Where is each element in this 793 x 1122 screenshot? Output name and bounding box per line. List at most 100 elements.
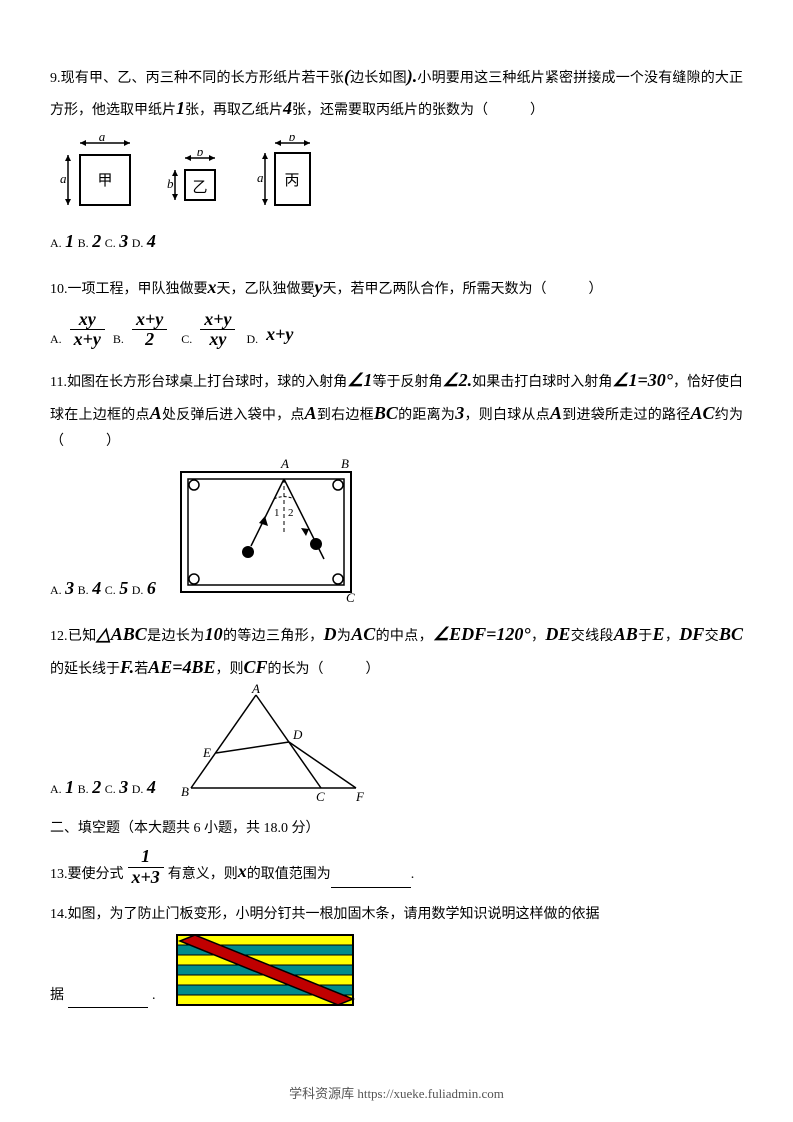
q9-optB: 2 <box>92 231 101 251</box>
q11-text: 11.如图在长方形台球桌上打台球时，球的入射角∠1等于反射角∠2.如果击打白球时… <box>50 364 743 454</box>
q12-AB: AB <box>614 624 638 644</box>
q10-optA-label: A. <box>50 329 62 351</box>
q11-optD: 6 <box>147 578 156 598</box>
q12-mid11: 若 <box>134 662 148 677</box>
q10-optD: x+y <box>266 318 293 350</box>
q9-box-bing: b a 丙 <box>250 135 325 215</box>
q14-diagram <box>175 933 355 1008</box>
q12-mid3: 为 <box>336 629 351 644</box>
q9-optB-label: B. <box>78 236 89 250</box>
q12-mid9: 交 <box>704 629 719 644</box>
question-13: 13.要使分式 1x+3 有意义，则x的取值范围为. <box>50 847 743 888</box>
q9-bing: 丙 <box>284 173 299 189</box>
q10-optC-label: C. <box>175 329 192 351</box>
q12-diagram: A B C D E F <box>161 683 371 803</box>
q12-tri: △ABC <box>97 624 147 644</box>
q9-options: A. 1 B. 2 C. 3 D. 4 <box>50 225 743 257</box>
q9-b-left: b <box>167 176 174 191</box>
q9-a-left2: a <box>257 170 264 185</box>
q14-blank <box>68 994 148 1008</box>
q9-mid3: 张，再取乙纸片 <box>185 103 283 118</box>
question-9: 9.现有甲、乙、丙三种不同的长方形纸片若干张(边长如图).小明要用这三种纸片紧密… <box>50 60 743 257</box>
q11-n1: 1 <box>274 507 280 519</box>
q11-optC-label: C. <box>105 583 116 597</box>
q9-jia: 甲 <box>97 173 112 189</box>
q9-optC: 3 <box>119 231 128 251</box>
q12-optB: 2 <box>92 777 101 797</box>
q12-BCside: BC <box>719 624 743 644</box>
q13-pre: 13.要使分式 <box>50 862 124 887</box>
q9-yi: 乙 <box>192 180 207 196</box>
q9-a-left: a <box>60 171 67 186</box>
q12-mid8: ， <box>665 629 680 644</box>
q13-x: x <box>238 855 247 887</box>
q12-mid4: 的中点， <box>375 629 433 644</box>
q11-labelA: A <box>280 456 289 471</box>
q10-mid2: 天，若甲乙两队合作，所需天数为（ ） <box>323 282 603 297</box>
question-11: 11.如图在长方形台球桌上打台球时，球的入射角∠1等于反射角∠2.如果击打白球时… <box>50 364 743 604</box>
q11-optA-label: A. <box>50 583 62 597</box>
q10-fracB: x+y2 <box>132 310 167 351</box>
q12-optA: 1 <box>65 777 74 797</box>
q14-period: . <box>152 983 156 1008</box>
q10-fracA: xyx+y <box>70 310 105 351</box>
q9-optA: 1 <box>65 231 74 251</box>
q12-labE: E <box>202 745 211 760</box>
q13-blank <box>331 874 411 888</box>
q11-diagram: A B C 1 2 <box>166 454 366 604</box>
question-14: 14.如图，为了防止门板变形，小明分钉共一根加固木条，请用数学知识说明这样做的依… <box>50 902 743 1008</box>
q9-optA-label: A. <box>50 236 62 250</box>
q13-period: . <box>411 862 415 887</box>
q11-a1: ∠1 <box>347 370 372 390</box>
q11-A3: A <box>550 403 562 423</box>
q12-edf: ∠EDF=120° <box>433 624 531 644</box>
q13-frac: 1x+3 <box>128 847 164 888</box>
q11-mid5: 到右边框 <box>317 408 374 423</box>
q9-diagrams: a a 甲 b b 乙 b a 丙 <box>50 135 743 215</box>
q9-one: 1 <box>176 98 185 118</box>
q12-optC-label: C. <box>105 782 116 796</box>
q12-mid2: 的等边三角形， <box>223 629 324 644</box>
q11-pre: 11.如图在长方形台球桌上打台球时，球的入射角 <box>50 375 347 390</box>
q11-mid2: 如果击打白球时入射角 <box>472 375 612 390</box>
q11-mid7: ，则白球从点 <box>464 408 550 423</box>
q12-ACmid: AC <box>351 624 375 644</box>
q9-mid4: 张，还需要取丙纸片的张数为（ ） <box>292 103 544 118</box>
q11-a3: ∠1=30° <box>612 370 673 390</box>
q12-F: F. <box>120 657 134 677</box>
q12-mid6: 交线段 <box>570 629 613 644</box>
q12-mid1: 是边长为 <box>147 629 205 644</box>
q12-DF: DF <box>679 624 704 644</box>
q12-mid13: 的长为（ ） <box>267 662 379 677</box>
q10-text: 10.一项工程，甲队独做要x天，乙队独做要y天，若甲乙两队合作，所需天数为（ ） <box>50 271 743 303</box>
q11-three: 3 <box>455 403 464 423</box>
q11-BC: BC <box>374 403 398 423</box>
q9-b-top2: b <box>289 135 296 144</box>
q10-optD-label: D. <box>243 329 258 351</box>
q12-labF: F <box>355 789 365 803</box>
q12-DE: DE <box>545 624 570 644</box>
q9-four: 4 <box>283 98 292 118</box>
q12-labB: B <box>181 784 189 799</box>
q11-n2: 2 <box>288 507 294 519</box>
q9-optD-label: D. <box>132 236 144 250</box>
q12-mid5: ， <box>531 629 546 644</box>
q12-D: D <box>323 624 336 644</box>
q12-labD: D <box>292 727 303 742</box>
q9-a-top: a <box>99 135 106 144</box>
q12-labC: C <box>316 789 325 803</box>
q9-b-top: b <box>197 150 204 159</box>
q11-mid4: 处反弹后进入袋中，点 <box>162 408 305 423</box>
q9-box-jia: a a 甲 <box>50 135 140 215</box>
q12-optD: 4 <box>147 777 156 797</box>
question-10: 10.一项工程，甲队独做要x天，乙队独做要y天，若甲乙两队合作，所需天数为（ ）… <box>50 271 743 350</box>
q11-mid1: 等于反射角 <box>372 375 442 390</box>
q9-pre: 9.现有甲、乙、丙三种不同的长方形纸片若干张 <box>50 71 344 86</box>
q12-optA-label: A. <box>50 782 62 796</box>
q11-A2: A <box>305 403 317 423</box>
question-12: 12.已知△ABC是边长为10的等边三角形，D为AC的中点，∠EDF=120°，… <box>50 618 743 803</box>
q12-mid7: 于 <box>638 629 653 644</box>
q12-optC: 3 <box>119 777 128 797</box>
q9-box-yi: b b 乙 <box>160 150 230 215</box>
q11-mid8: 到进袋所走过的路径 <box>562 408 691 423</box>
